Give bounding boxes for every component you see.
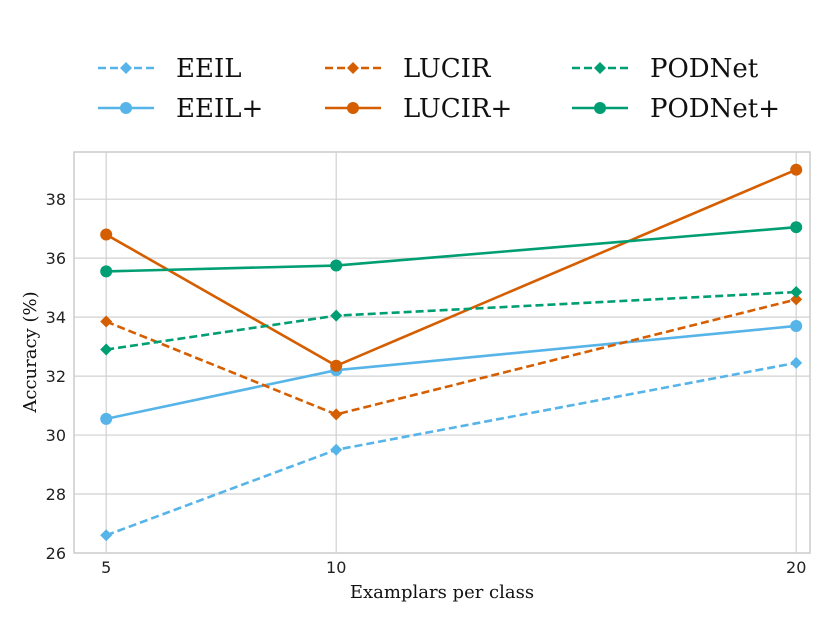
legend-marker — [120, 102, 132, 114]
x-tick-label: 20 — [786, 558, 806, 577]
data-point-podnet-plus — [100, 265, 113, 278]
series-podnet-plus — [100, 221, 803, 278]
data-point-podnet — [330, 309, 343, 322]
data-point-eeil-plus — [790, 319, 803, 332]
data-point-lucir-plus — [790, 163, 803, 176]
data-point-podnet-plus — [330, 259, 343, 272]
grid — [74, 152, 810, 554]
legend-marker — [594, 102, 606, 114]
y-tick-label: 34 — [46, 308, 66, 327]
legend-marker — [347, 62, 359, 74]
legend-label: LUCIR+ — [403, 94, 512, 124]
legend-item-podnet-plus: PODNet+ — [572, 94, 780, 124]
legend-item-eeil: EEIL — [98, 54, 242, 84]
series-line-lucir — [105, 298, 797, 416]
legend-label: LUCIR — [403, 54, 492, 84]
data-point-podnet — [100, 343, 113, 356]
x-tick-label: 5 — [101, 558, 111, 577]
data-point-lucir-plus — [330, 359, 343, 372]
data-point-eeil-plus — [100, 412, 113, 425]
y-tick-label: 38 — [46, 190, 66, 209]
y-tick-label: 26 — [46, 544, 66, 563]
data-point-eeil — [790, 356, 803, 369]
legend: EEIL EEIL+ LUCIR LUCIR+ PODNet PODNet+ — [98, 54, 780, 124]
series-layer — [100, 163, 803, 542]
legend-marker — [594, 62, 606, 74]
legend-item-lucir: LUCIR — [325, 54, 492, 84]
data-point-lucir — [100, 315, 113, 328]
legend-marker — [120, 62, 132, 74]
series-lucir — [100, 293, 803, 421]
legend-label: EEIL — [176, 54, 242, 84]
data-point-eeil — [330, 443, 343, 456]
series-podnet — [100, 286, 803, 356]
y-axis-title: Accuracy (%) — [20, 291, 41, 413]
data-point-lucir — [790, 293, 803, 306]
x-tick-label: 10 — [326, 558, 346, 577]
x-axis-title: Examplars per class — [350, 582, 534, 603]
data-point-podnet-plus — [790, 221, 803, 234]
legend-item-podnet: PODNet — [572, 54, 759, 84]
legend-item-lucir-plus: LUCIR+ — [325, 94, 512, 124]
data-point-lucir — [330, 408, 343, 421]
legend-label: EEIL+ — [176, 94, 263, 124]
tick-labels: 26 28 30 32 34 36 38 5 10 20 — [46, 190, 807, 577]
legend-item-eeil-plus: EEIL+ — [98, 94, 263, 124]
legend-marker — [347, 102, 359, 114]
plot-area — [73, 151, 811, 554]
legend-label: PODNet — [650, 54, 759, 84]
series-lucir-plus — [100, 163, 803, 372]
legend-label: PODNet+ — [650, 94, 780, 124]
y-tick-label: 32 — [46, 367, 66, 386]
data-point-podnet — [790, 286, 803, 299]
data-point-eeil — [100, 529, 113, 542]
y-tick-label: 30 — [46, 426, 66, 445]
y-tick-label: 36 — [46, 249, 66, 268]
y-tick-label: 28 — [46, 485, 66, 504]
series-eeil — [100, 356, 803, 542]
data-point-lucir-plus — [100, 228, 113, 241]
